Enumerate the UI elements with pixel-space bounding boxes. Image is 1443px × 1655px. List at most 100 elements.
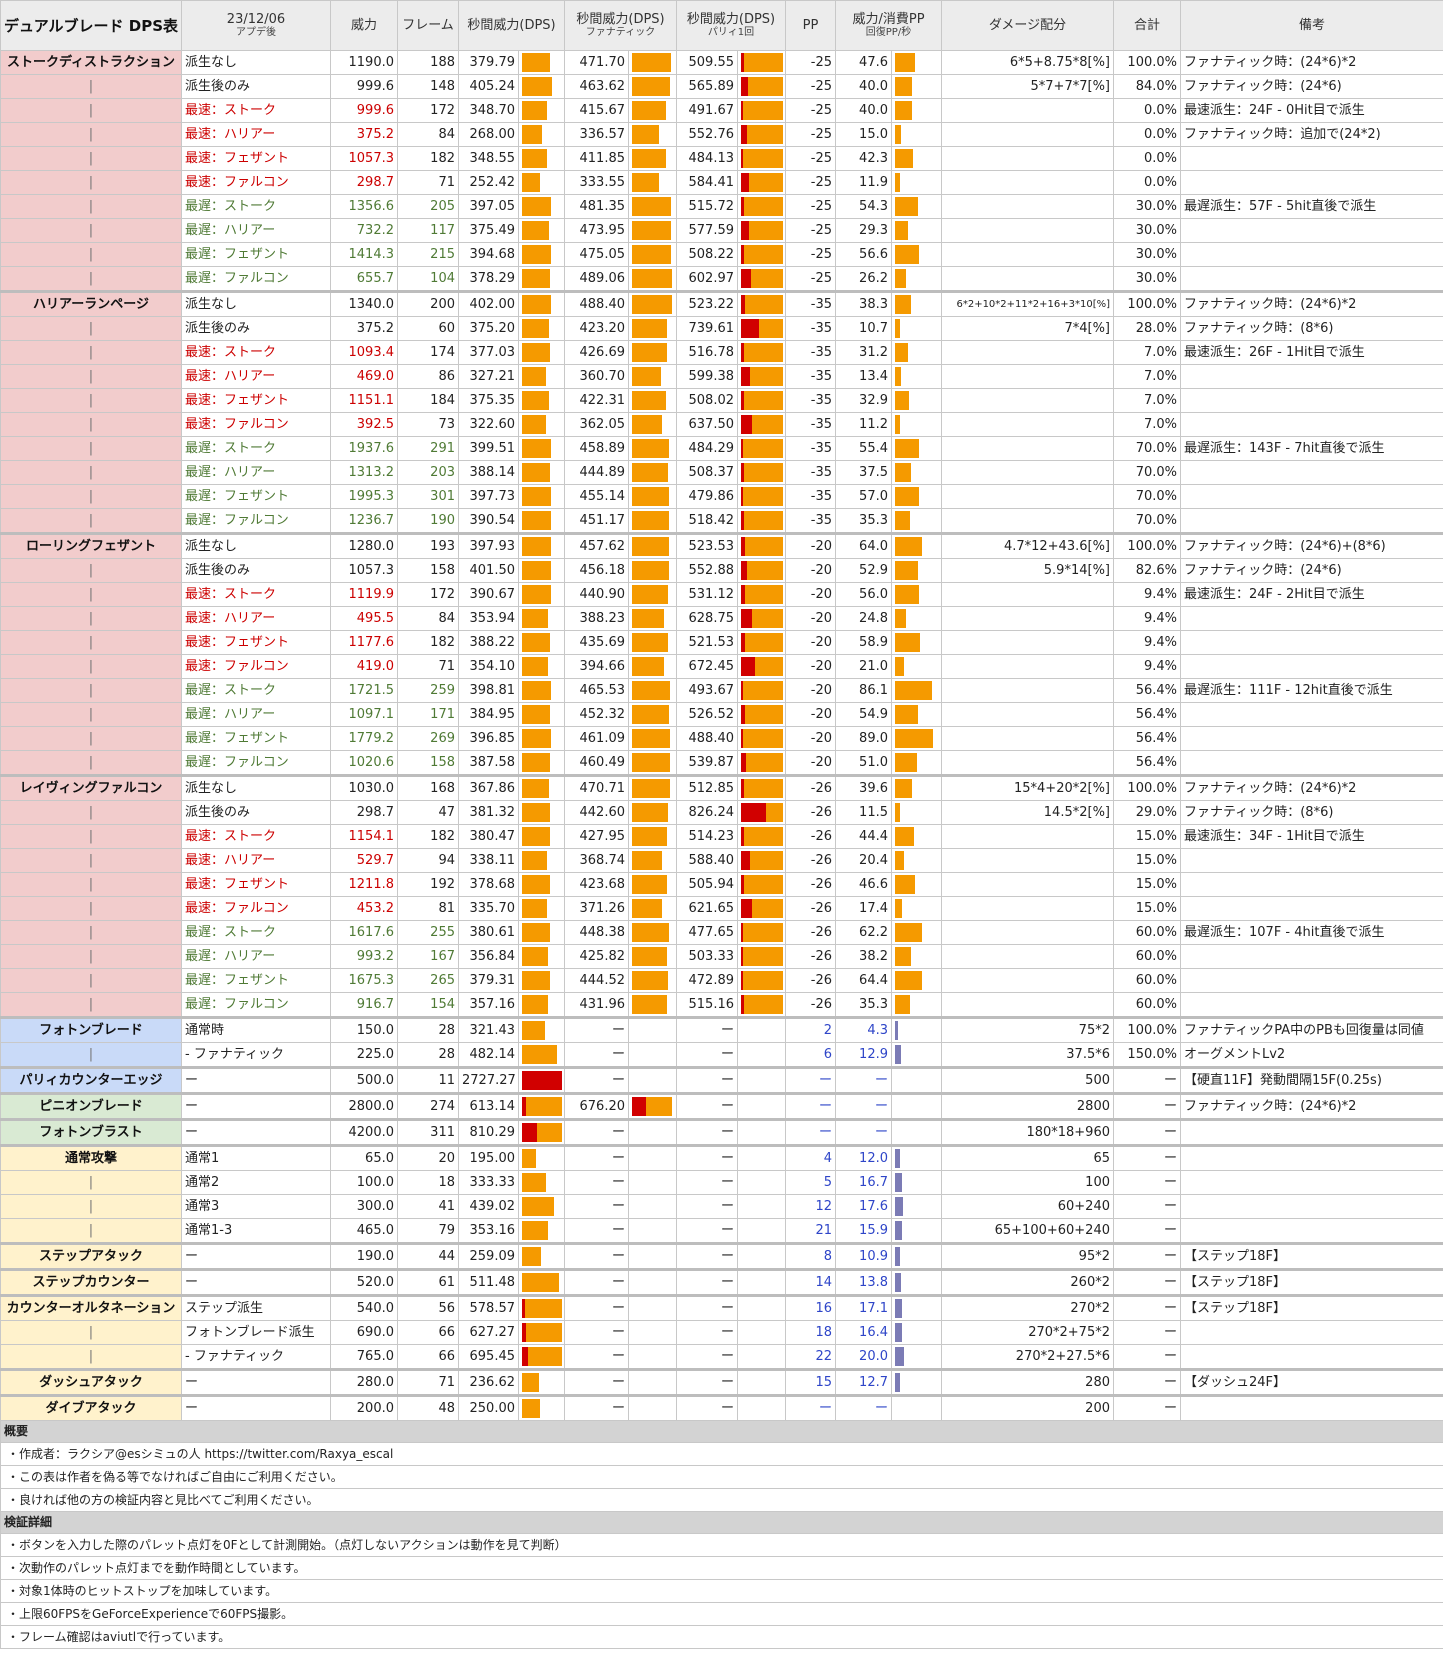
pp-ratio-bar-fill (895, 851, 904, 870)
dps-bar (518, 1016, 565, 1043)
note-cell: 最遅派生：57F - 5hit直後で派生 (1180, 194, 1443, 219)
table-row: | 最速：フェザント 1211.8 192 378.68 423.68 505.94 -26 4… (0, 872, 1443, 897)
pp-ratio-bar (891, 316, 942, 341)
dps-parry-bar-track (741, 463, 783, 482)
dps-parry-bar-empty (737, 1042, 786, 1068)
frame-cell: 259 (397, 678, 459, 703)
variant-cell: 派生なし (181, 532, 331, 559)
table-footer: 概要 ・作成者：ラクシア@esシミュの人 https://twitter.com/… (0, 1420, 1443, 1649)
pp-ratio-cell: 40.0 (835, 98, 892, 123)
damage-split-cell (941, 242, 1114, 267)
pp-cell: -25 (785, 122, 836, 147)
dps-parry-bar-fill (743, 511, 783, 530)
dps-bar-fill (522, 101, 547, 120)
dps-cell: 695.45 (458, 1344, 519, 1370)
power-cell: 2800.0 (330, 1092, 398, 1120)
dps-fanatic-bar-fill (632, 391, 666, 410)
table-row: | 派生後のみ 375.2 60 375.20 423.20 739.61 -35 10.7 7*… (0, 316, 1443, 341)
total-cell: ー (1113, 1194, 1181, 1219)
dps-bar-track (522, 609, 562, 628)
total-cell: ー (1113, 1242, 1181, 1270)
pp-ratio-bar-fill (895, 319, 900, 338)
header-power: 威力 (330, 0, 398, 51)
pp-ratio-bar-fill (895, 367, 901, 386)
pp-ratio-bar-fill (895, 609, 906, 628)
damage-split-cell (941, 848, 1114, 873)
dps-cell: 335.70 (458, 896, 519, 921)
pp-ratio-bar-fill (895, 947, 911, 966)
dps-parry-cell: ー (676, 1320, 738, 1345)
dps-parry-cell: 508.02 (676, 388, 738, 413)
dps-fanatic-bar-track (632, 947, 674, 966)
dps-parry-bar-track (741, 53, 783, 72)
dps-bar-track (522, 1123, 562, 1142)
table-row: | 通常3 300.0 41 439.02 ーー 12 17.6 60+240 ー (0, 1194, 1443, 1219)
dps-fanatic-bar (628, 702, 677, 727)
dps-bar-fill (522, 1045, 557, 1064)
table-row: 通常攻撃 通常1 65.0 20 195.00 ーー 4 12.0 65 ー (0, 1144, 1443, 1171)
dps-fanatic-bar (628, 848, 677, 873)
damage-split-cell (941, 122, 1114, 147)
pp-ratio-bar (891, 436, 942, 461)
dps-cell: 322.60 (458, 412, 519, 437)
dps-parry-bar-fill (765, 803, 783, 822)
header-damage-split: ダメージ配分 (941, 0, 1114, 51)
pp-ratio-bar-track (895, 779, 939, 798)
table-row: ステップカウンターー 520.0 61 511.48 ーー 14 13.8 260*2 ー【ステ… (0, 1268, 1443, 1296)
pp-ratio-bar (891, 824, 942, 849)
power-cell: 765.0 (330, 1344, 398, 1370)
dps-parry-bar-fill (741, 585, 745, 604)
dps-parry-bar-empty (737, 1118, 786, 1146)
dps-cell: 353.16 (458, 1218, 519, 1244)
dps-fanatic-bar-empty (628, 1320, 677, 1345)
damage-split-cell (941, 364, 1114, 389)
dps-parry-bar-fill (742, 923, 783, 942)
dps-cell: 375.20 (458, 316, 519, 341)
power-cell: 1779.2 (330, 726, 398, 751)
dps-bar-fill (525, 1323, 562, 1342)
dps-bar-track (522, 1221, 562, 1240)
total-cell: 7.0% (1113, 412, 1181, 437)
variant-cell: ー (181, 1118, 331, 1146)
dps-fanatic-cell: 360.70 (564, 364, 629, 389)
total-cell: ー (1113, 1066, 1181, 1094)
summary-section-title: 概要 (0, 1420, 1443, 1443)
dps-fanatic-bar-track (632, 53, 674, 72)
pp-cell: -26 (785, 992, 836, 1018)
dps-bar (518, 1294, 565, 1321)
pp-cell: -26 (785, 774, 836, 801)
pp-cell: -25 (785, 74, 836, 99)
dps-parry-bar (737, 582, 786, 607)
damage-split-cell (941, 992, 1114, 1018)
dps-bar-fill (522, 295, 551, 314)
pp-ratio-bar (891, 702, 942, 727)
dps-cell: 259.09 (458, 1242, 519, 1270)
total-cell: 70.0% (1113, 460, 1181, 485)
damage-split-cell (941, 968, 1114, 993)
note-cell (1180, 218, 1443, 243)
dps-parry-bar (737, 316, 786, 341)
dps-bar (518, 1320, 565, 1345)
table-row: フォトンブラストー 4200.0 311 810.29 ーーーー 180*18+960 ー (0, 1118, 1443, 1146)
total-cell: ー (1113, 1294, 1181, 1321)
dps-cell: 810.29 (458, 1118, 519, 1146)
dps-parry-bar (737, 146, 786, 171)
pp-ratio-bar (891, 968, 942, 993)
pp-cell: -35 (785, 436, 836, 461)
pp-ratio-bar-track (895, 439, 939, 458)
dps-bar (518, 436, 565, 461)
dps-parry-bar-fill (742, 101, 783, 120)
note-cell: 最速派生：24F - 2Hit目で派生 (1180, 582, 1443, 607)
dps-parry-bar (737, 800, 786, 825)
skill-name-cell: ローリングフェザント (0, 532, 182, 559)
damage-split-cell: 270*2+75*2 (941, 1320, 1114, 1345)
pp-ratio-bar (891, 340, 942, 365)
dps-fanatic-bar-track (632, 633, 674, 652)
dps-fanatic-cell: 425.82 (564, 944, 629, 969)
pp-cell: -25 (785, 266, 836, 292)
pp-ratio-cell: 10.7 (835, 316, 892, 341)
dps-parry-bar (737, 122, 786, 147)
skill-name-cell: | (0, 1320, 182, 1345)
power-cell: 1057.3 (330, 146, 398, 171)
